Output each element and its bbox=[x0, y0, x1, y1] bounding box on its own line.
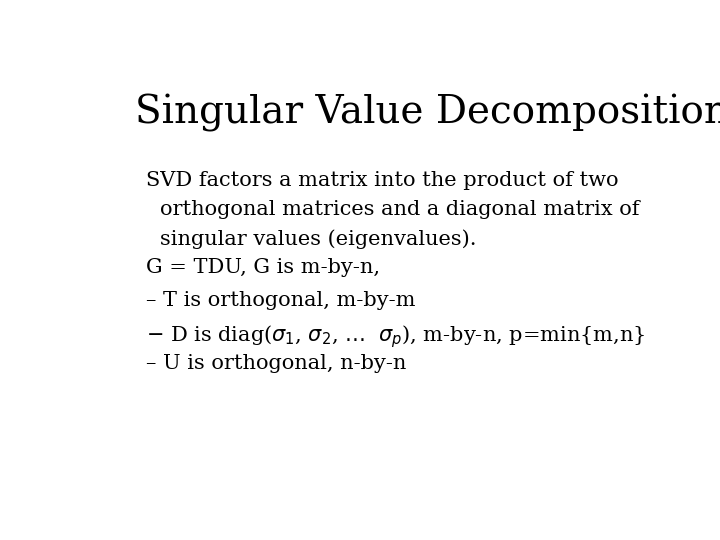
Text: orthogonal matrices and a diagonal matrix of: orthogonal matrices and a diagonal matri… bbox=[160, 200, 639, 219]
Text: $-$ D is diag($\sigma_1$, $\sigma_2$, $\ldots$  $\sigma_p$), m-by-n, p=min{m,n}: $-$ D is diag($\sigma_1$, $\sigma_2$, $\… bbox=[145, 323, 645, 350]
Text: singular values (eigenvalues).: singular values (eigenvalues). bbox=[160, 229, 476, 249]
Text: G = TDU, G is m-by-n,: G = TDU, G is m-by-n, bbox=[145, 258, 380, 277]
Text: – U is orthogonal, n-by-n: – U is orthogonal, n-by-n bbox=[145, 354, 406, 373]
Text: Singular Value Decomposition: Singular Value Decomposition bbox=[135, 94, 720, 132]
Text: – T is orthogonal, m-by-m: – T is orthogonal, m-by-m bbox=[145, 292, 415, 310]
Text: SVD factors a matrix into the product of two: SVD factors a matrix into the product of… bbox=[145, 171, 618, 190]
